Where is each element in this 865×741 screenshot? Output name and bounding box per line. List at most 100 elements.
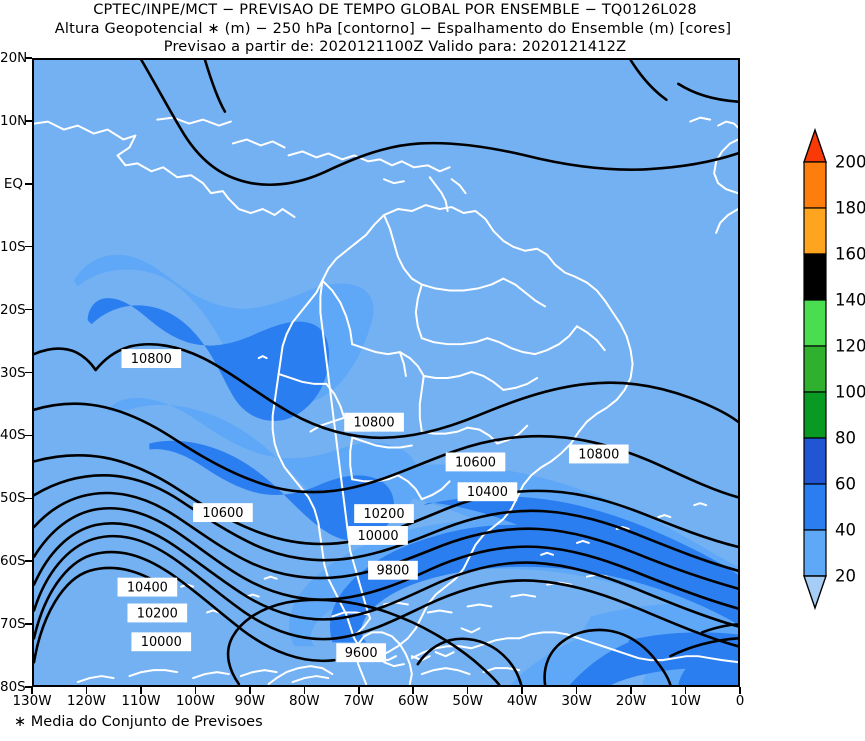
colorbar-swatches [803, 128, 827, 610]
colorbar-tick-label: 180 [835, 198, 865, 218]
contour-label-text: 10800 [131, 352, 172, 367]
colorbar-swatch [803, 483, 827, 531]
contour-label-text: 10000 [141, 635, 182, 650]
contour-label: 10600 [193, 503, 253, 523]
x-axis-tick [684, 687, 687, 694]
contour-label-text: 9800 [377, 564, 410, 579]
contour-label: 10400 [117, 577, 178, 597]
title-line-1: CPTEC/INPE/MCT − PREVISAO DE TEMPO GLOBA… [93, 2, 697, 18]
x-axis-tick [249, 687, 251, 694]
x-axis-tick [194, 687, 197, 694]
y-axis-tick [25, 497, 32, 500]
contour-label-text: 10600 [455, 455, 496, 470]
x-axis-tick [575, 687, 578, 694]
colorbar[interactable]: 200 180 160 140 120 100 80 60 40 20 [798, 128, 865, 610]
x-axis-label: 0 [735, 693, 745, 709]
contour-label: 9600 [336, 643, 386, 663]
title-line-2: Altura Geopotencial ∗ (m) − 250 hPa [con… [54, 21, 732, 37]
y-axis-tick [25, 371, 32, 374]
contour-label-text: 10800 [578, 447, 619, 462]
x-axis-tick [140, 687, 142, 694]
x-axis-tick [739, 687, 741, 694]
colorbar-swatch [803, 391, 827, 439]
x-axis-tick [31, 687, 33, 694]
y-axis-tick [25, 57, 32, 59]
contour-label-text: 10200 [363, 507, 404, 522]
y-axis-label: 30S [0, 364, 26, 381]
colorbar-tick-label: 20 [835, 566, 856, 586]
colorbar-swatch [803, 161, 827, 209]
y-axis-label: 20N [0, 50, 28, 66]
contour-label: 10800 [344, 412, 404, 432]
x-axis-label: 50W [452, 693, 483, 709]
y-axis-tick [25, 560, 32, 562]
x-axis-label: 120W [66, 693, 107, 709]
contour-label-text: 10200 [137, 606, 178, 621]
map-plot-area: 10800 10800 10800 10600 10600 [32, 58, 740, 687]
contour-label-text: 10400 [467, 485, 508, 500]
y-axis-tick [25, 183, 32, 185]
y-axis-tick [25, 120, 32, 122]
x-axis-label: 20W [615, 693, 647, 709]
colorbar-cap-high [803, 128, 827, 163]
y-axis-label: 80S [0, 679, 26, 695]
y-axis-label: 40S [0, 427, 26, 444]
contour-label: 10200 [127, 603, 188, 623]
y-axis-label: 10N [0, 112, 28, 129]
contour-label-text: 10400 [127, 581, 168, 596]
x-axis-label: 90W [234, 693, 266, 709]
colorbar-swatch [803, 299, 827, 347]
map-canvas: 10800 10800 10800 10600 10600 [34, 60, 738, 685]
x-axis-label: 30W [561, 693, 592, 709]
y-axis-tick [25, 308, 32, 311]
colorbar-tick-label: 60 [835, 474, 856, 494]
contour-label: 9800 [368, 560, 418, 580]
title-line-3: Previsao a partir de: 2020121100Z Valido… [163, 39, 627, 55]
colorbar-swatch [803, 345, 827, 393]
colorbar-swatch [803, 529, 827, 577]
colorbar-tick-label: 200 [835, 152, 865, 172]
colorbar-cap-low [803, 575, 827, 610]
y-axis-label: 50S [0, 490, 26, 507]
contour-label: 10600 [445, 452, 506, 472]
x-axis-label: 80W [289, 693, 320, 709]
x-axis-label: 10W [670, 693, 701, 709]
x-axis-tick [85, 687, 88, 694]
colorbar-tick-label: 100 [835, 382, 865, 402]
y-axis-label: 20S [0, 301, 26, 318]
contour-label: 10800 [568, 444, 629, 464]
y-axis-label: 70S [0, 616, 26, 633]
x-axis-label: 70W [343, 693, 375, 709]
x-axis-label: 60W [397, 693, 429, 709]
y-axis-tick [25, 623, 32, 625]
colorbar-tick-label: 160 [835, 244, 865, 264]
colorbar-tick-label: 120 [835, 336, 865, 356]
colorbar-swatch [803, 207, 827, 255]
x-axis-tick [630, 687, 632, 694]
y-axis-tick [25, 686, 32, 688]
x-axis-label: 40W [506, 693, 538, 709]
y-axis-tick [25, 245, 32, 248]
contour-label-text: 9600 [345, 646, 378, 661]
x-axis-label: 110W [121, 693, 161, 709]
x-axis-tick [521, 687, 523, 694]
y-axis-tick [25, 434, 32, 437]
contour-label: 10200 [354, 504, 414, 524]
contour-label: 10000 [131, 632, 192, 652]
colorbar-swatch [803, 253, 827, 301]
x-axis-label: 130W [12, 693, 52, 709]
geopotential-height-contours [34, 60, 738, 685]
colorbar-swatch [803, 437, 827, 485]
contour-label-text: 10800 [354, 416, 395, 431]
y-axis-label: 10S [0, 238, 26, 255]
colorbar-tick-label: 140 [835, 290, 865, 310]
x-axis-tick [303, 687, 306, 694]
footnote: ∗ Media do Conjunto de Previsoes [14, 714, 263, 730]
x-axis-tick [357, 687, 360, 694]
y-axis-label: 60S [0, 553, 26, 570]
contour-label: 10000 [348, 526, 408, 545]
contour-label-text: 10000 [358, 529, 399, 544]
contour-label: 10800 [121, 349, 182, 369]
colorbar-tick-label: 80 [835, 428, 856, 448]
